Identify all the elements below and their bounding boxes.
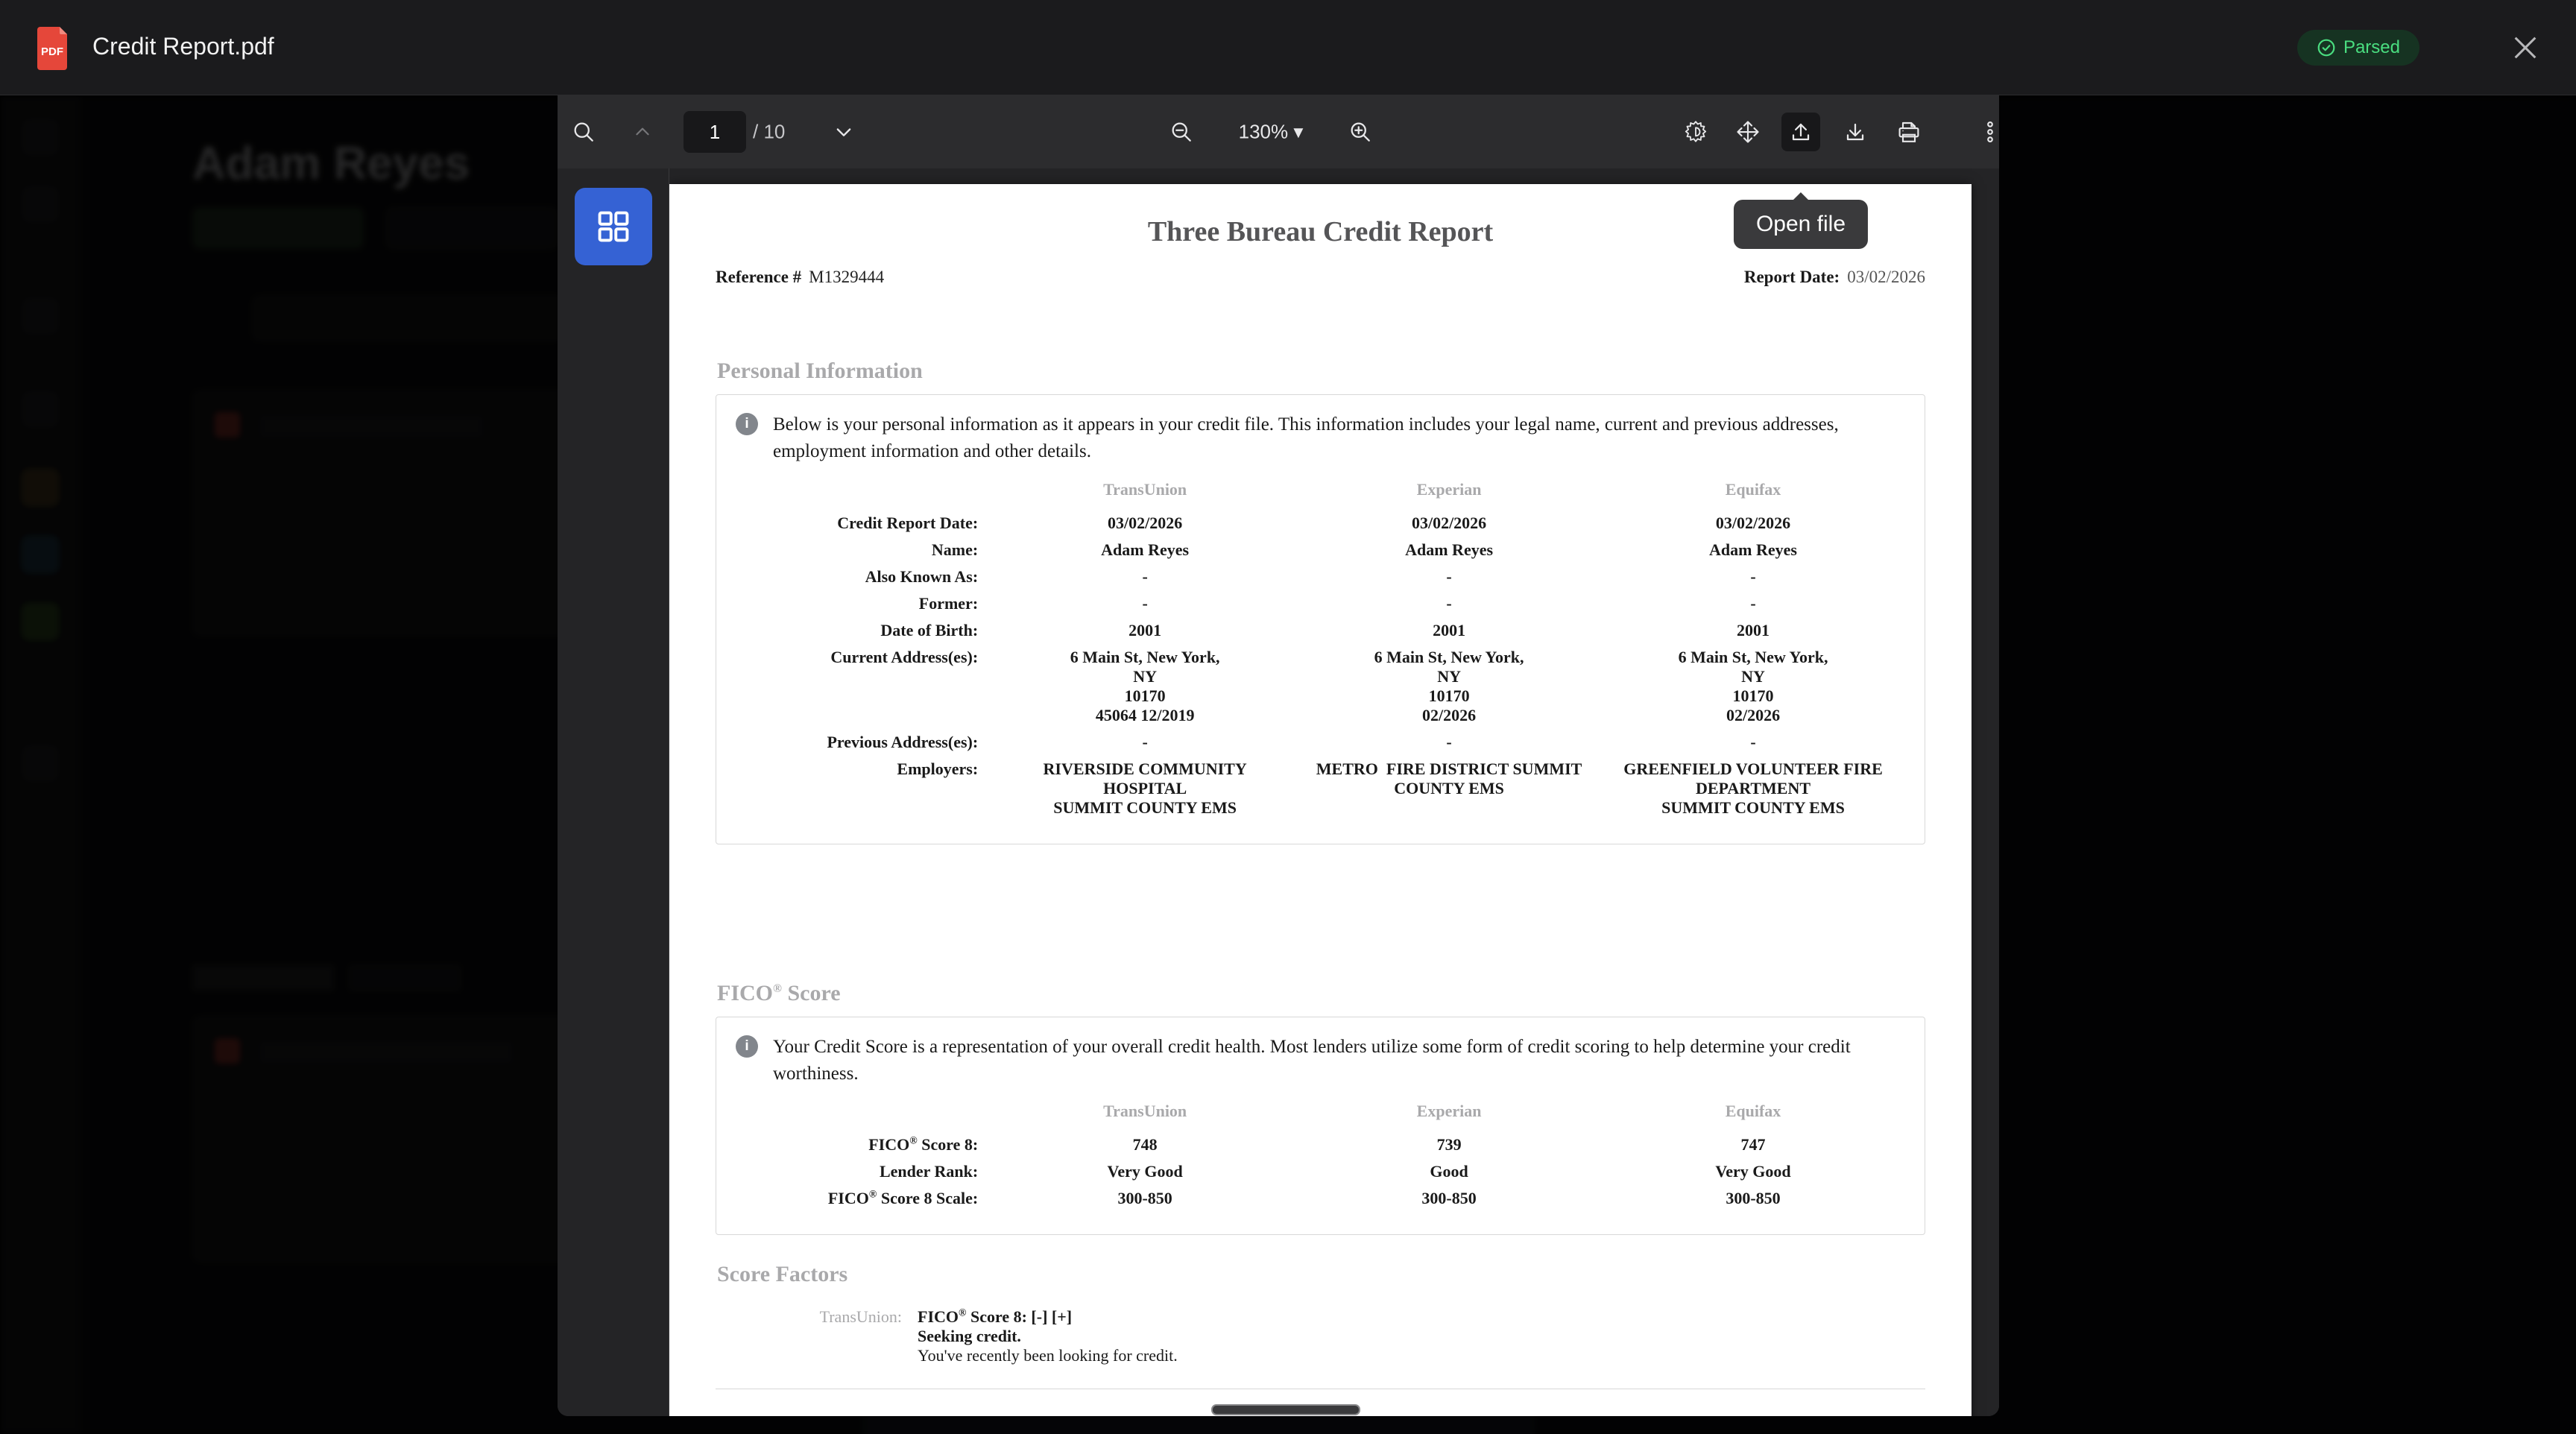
svg-text:PDF: PDF bbox=[41, 45, 63, 58]
